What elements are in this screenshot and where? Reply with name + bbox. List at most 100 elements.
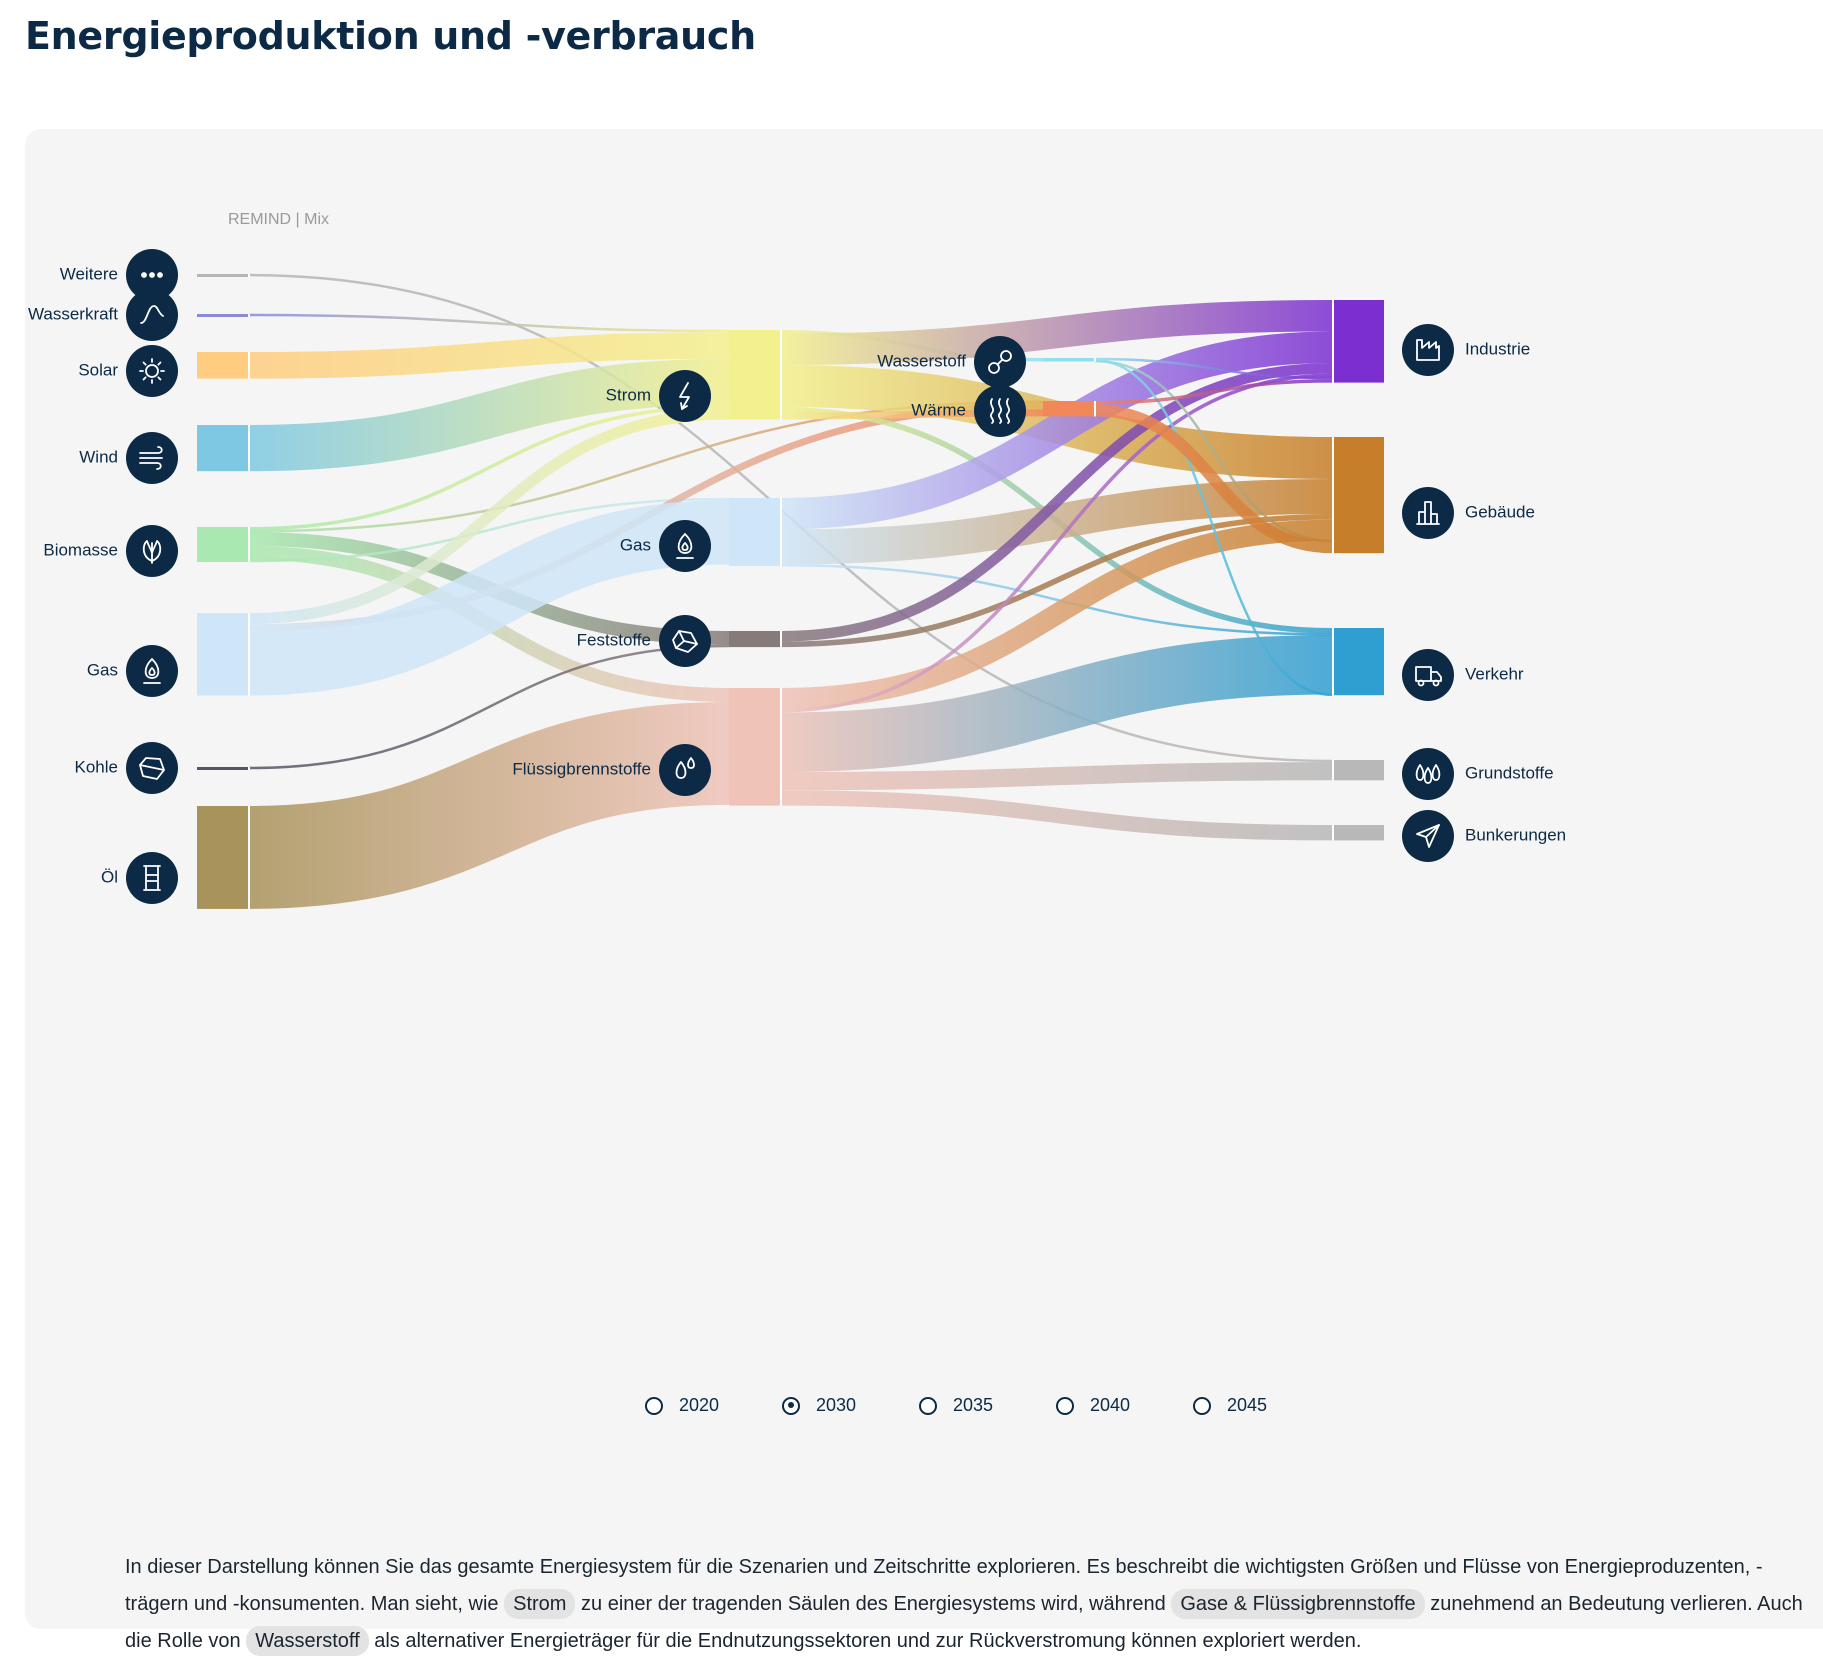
raw-materials-icon-circle[interactable]	[1402, 748, 1454, 800]
year-option-2040[interactable]: 2040	[1056, 1395, 1193, 1416]
node-grundstoffe[interactable]: Grundstoffe	[1402, 748, 1554, 800]
flow-wasserstoff-to-verkehr[interactable]	[1094, 359, 1333, 697]
node-wasserkraft[interactable]: Wasserkraft	[28, 289, 178, 341]
node-separator-gas_c	[780, 498, 782, 566]
building-icon-circle[interactable]	[1402, 487, 1454, 539]
node-bar-strom[interactable]	[729, 330, 781, 420]
heat-icon	[989, 398, 1011, 424]
flow-fluessig-to-bunkerungen[interactable]	[780, 790, 1333, 841]
node-separator-wasserstoff	[1094, 358, 1096, 362]
node-bar-bunkerungen[interactable]	[1332, 825, 1384, 841]
node-bar-solar[interactable]	[197, 352, 249, 379]
flow-solar-to-strom[interactable]	[248, 332, 730, 379]
node-solar[interactable]: Solar	[78, 345, 178, 397]
flow-fluessig-to-verkehr[interactable]	[780, 635, 1333, 772]
node-separator-solar	[248, 352, 250, 379]
node-bar-wasserkraft[interactable]	[197, 314, 249, 317]
flow-fluessig-to-gebaeude[interactable]	[780, 519, 1333, 709]
node-bunkerungen[interactable]: Bunkerungen	[1402, 810, 1566, 862]
leaf-icon	[142, 540, 162, 564]
year-option-2035[interactable]: 2035	[919, 1395, 1056, 1416]
flame-icon-circle[interactable]	[659, 520, 711, 572]
radio-button[interactable]	[645, 1396, 663, 1415]
node-bar-wasserstoff[interactable]	[1043, 358, 1095, 362]
node-bars	[197, 274, 1384, 909]
flow-waerme-to-industrie[interactable]	[1094, 379, 1333, 405]
node-bar-gas[interactable]	[197, 613, 249, 696]
lightning-icon-circle[interactable]	[659, 370, 711, 422]
node-wind[interactable]: Wind	[79, 432, 178, 484]
radio-button[interactable]	[919, 1396, 937, 1415]
node-kohle[interactable]: Kohle	[75, 742, 178, 794]
flow-oel-to-fluessig[interactable]	[248, 702, 730, 909]
flow-gas-to-strom[interactable]	[248, 408, 730, 625]
node-gebaeude[interactable]: Gebäude	[1402, 487, 1535, 539]
node-bar-kohle[interactable]	[197, 767, 249, 770]
node-label-bunkerungen: Bunkerungen	[1465, 825, 1566, 844]
node-bar-grundstoffe[interactable]	[1332, 760, 1384, 781]
node-waerme[interactable]: Wärme	[911, 385, 1026, 437]
node-weitere[interactable]: Weitere	[60, 249, 178, 301]
node-wasserstoff[interactable]: Wasserstoff	[877, 336, 1026, 388]
flow-feststoffe-to-industrie[interactable]	[780, 363, 1333, 642]
node-bar-gebaeude[interactable]	[1332, 437, 1384, 554]
flame-icon-circle[interactable]	[126, 645, 178, 697]
flow-biomasse-to-gas_c[interactable]	[248, 497, 730, 563]
flow-kohle-to-feststoffe[interactable]	[248, 644, 730, 770]
node-biomasse[interactable]: Biomasse	[43, 525, 178, 577]
node-bar-industrie[interactable]	[1332, 300, 1384, 383]
flow-wasserstoff-to-industrie[interactable]	[1094, 357, 1333, 380]
factory-icon-circle[interactable]	[1402, 324, 1454, 376]
node-gas_c[interactable]: Gas	[620, 520, 711, 572]
chip-wasserstoff[interactable]: Wasserstoff	[246, 1626, 369, 1656]
flow-gas-to-gas_c[interactable]	[248, 500, 730, 696]
chip-gase-fluessigbrennstoffe[interactable]: Gase & Flüssigbrennstoffe	[1171, 1589, 1425, 1619]
sun-icon-circle[interactable]	[126, 345, 178, 397]
year-option-2030[interactable]: 2030	[782, 1395, 919, 1416]
node-bar-verkehr[interactable]	[1332, 628, 1384, 696]
flow-biomasse-to-strom[interactable]	[248, 404, 730, 531]
node-fluessig[interactable]: Flüssigbrennstoffe	[512, 744, 711, 796]
flow-feststoffe-to-gebaeude[interactable]	[780, 514, 1333, 648]
node-bar-gas_c[interactable]	[729, 498, 781, 566]
flow-gas_c-to-verkehr[interactable]	[780, 563, 1333, 636]
year-option-2020[interactable]: 2020	[645, 1395, 782, 1416]
flow-fluessig-to-industrie[interactable]	[780, 373, 1333, 713]
node-bar-feststoffe[interactable]	[729, 631, 781, 648]
radio-button[interactable]	[782, 1396, 800, 1415]
truck-icon-circle[interactable]	[1402, 649, 1454, 701]
node-label-weitere: Weitere	[60, 264, 118, 283]
node-bar-biomasse[interactable]	[197, 527, 249, 562]
node-separator-grundstoffe	[1332, 760, 1334, 781]
barrel-icon-circle[interactable]	[126, 852, 178, 904]
node-feststoffe[interactable]: Feststoffe	[577, 615, 711, 667]
node-industrie[interactable]: Industrie	[1402, 324, 1530, 376]
flow-wasserkraft-to-strom[interactable]	[248, 313, 730, 333]
node-bar-waerme[interactable]	[1043, 401, 1095, 417]
flow-waerme-to-gebaeude[interactable]	[1094, 404, 1333, 554]
node-label-fluessig: Flüssigbrennstoffe	[512, 759, 651, 778]
flow-fluessig-to-grundstoffe[interactable]	[780, 762, 1333, 791]
node-icons: Weitere Wasserkraft Solar Wind Biomasse Gas Ko…	[28, 249, 1566, 904]
radio-button[interactable]	[1056, 1396, 1074, 1415]
flow-wind-to-strom[interactable]	[248, 358, 730, 472]
description-text: In dieser Darstellung können Sie das ges…	[125, 1549, 1823, 1660]
node-verkehr[interactable]: Verkehr	[1402, 649, 1524, 701]
flow-strom-to-industrie[interactable]	[780, 300, 1333, 365]
page-title: Energieproduktion und -verbrauch	[25, 14, 756, 58]
flow-gas_c-to-industrie[interactable]	[780, 331, 1333, 530]
node-bar-weitere[interactable]	[197, 274, 249, 277]
node-gas[interactable]: Gas	[87, 645, 178, 697]
node-bar-wind[interactable]	[197, 425, 249, 472]
flow-wasserstoff-to-gebaeude[interactable]	[1094, 359, 1333, 543]
node-oel[interactable]: Öl	[101, 852, 178, 904]
barrel-icon	[143, 865, 161, 891]
wave-icon-circle[interactable]	[126, 289, 178, 341]
node-bar-fluessig[interactable]	[729, 688, 781, 806]
node-label-solar: Solar	[78, 360, 118, 379]
node-strom[interactable]: Strom	[606, 370, 711, 422]
year-option-2045[interactable]: 2045	[1193, 1395, 1330, 1416]
radio-button[interactable]	[1193, 1396, 1211, 1415]
node-bar-oel[interactable]	[197, 806, 249, 909]
chip-strom[interactable]: Strom	[504, 1589, 576, 1619]
